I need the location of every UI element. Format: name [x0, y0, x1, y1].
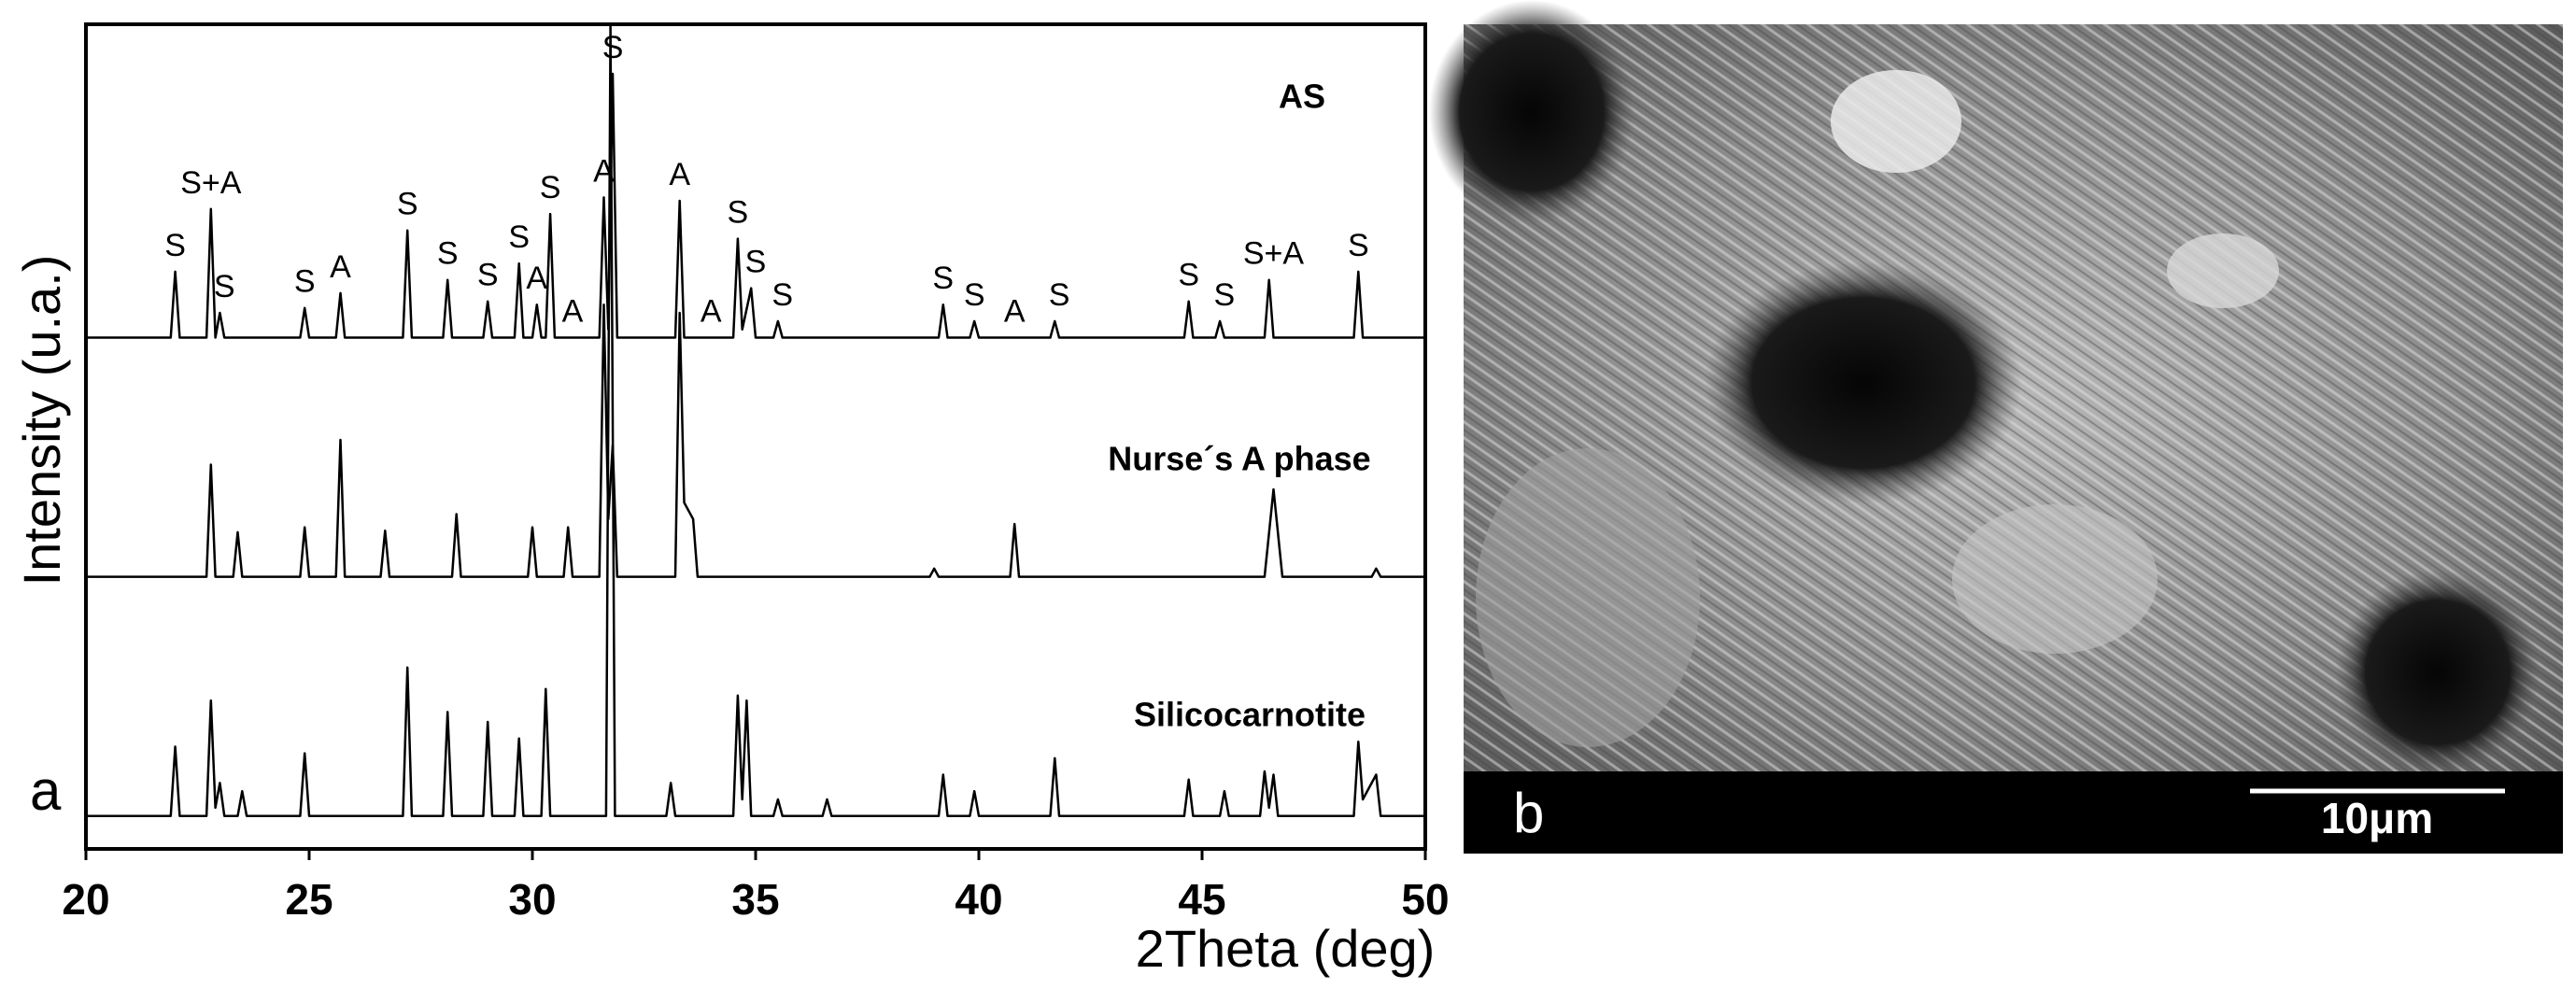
peak-annotation: S — [540, 170, 561, 205]
peak-annotation: A — [330, 249, 351, 285]
peak-annotation: A — [1004, 294, 1026, 330]
peak-annotation: A — [562, 294, 584, 330]
x-tick-label: 30 — [508, 875, 556, 924]
series-label: Nurse´s A phase — [1108, 440, 1370, 478]
series-label: AS — [1279, 78, 1325, 116]
scale-bar-label: 10μm — [2321, 794, 2433, 842]
panel-label: a — [30, 759, 62, 822]
peak-annotation: S — [1348, 228, 1369, 263]
xrd-pattern — [86, 303, 1425, 578]
peak-annotation: A — [593, 153, 615, 189]
peak-annotation: S — [437, 236, 459, 272]
x-tick-label: 45 — [1178, 875, 1225, 924]
peak-annotation: S+A — [180, 165, 242, 201]
peak-annotation: S — [932, 261, 954, 296]
peak-annotation: S — [164, 228, 186, 263]
peak-annotation: S — [771, 277, 793, 313]
x-axis-label: 2Theta (deg) — [1136, 919, 1436, 978]
plot-frame — [84, 22, 1427, 851]
x-tick-label: 40 — [955, 875, 1002, 924]
series-label: Silicocarnotite — [1134, 696, 1366, 734]
peak-annotation: S — [214, 269, 235, 304]
y-axis-label: Intensity (u.a.) — [12, 255, 71, 586]
peak-annotation: S — [745, 245, 767, 280]
peak-annotation: S — [477, 258, 499, 293]
peak-annotation: S — [397, 187, 418, 222]
peak-annotation: S — [1049, 277, 1070, 313]
peak-annotation: S — [964, 277, 985, 313]
peak-annotation: S — [602, 30, 624, 65]
x-tick-label: 25 — [285, 875, 333, 924]
xrd-pattern — [86, 22, 1425, 817]
peak-annotation: S+A — [1243, 236, 1305, 272]
x-tick-label: 20 — [62, 875, 109, 924]
peak-annotation: S — [508, 219, 530, 255]
peak-annotation: A — [526, 261, 547, 296]
peak-annotation: S — [294, 264, 316, 300]
x-tick-label: 35 — [731, 875, 779, 924]
peak-annotation: A — [701, 294, 722, 330]
x-tick-label: 50 — [1401, 875, 1449, 924]
peak-annotation: S — [728, 195, 749, 231]
peak-annotation: S — [1178, 258, 1199, 293]
panel-label: b — [1513, 782, 1544, 844]
peak-annotation: S — [1214, 277, 1236, 313]
peak-annotation: A — [669, 157, 690, 192]
sem-image: b 10μm — [1429, 0, 2563, 854]
